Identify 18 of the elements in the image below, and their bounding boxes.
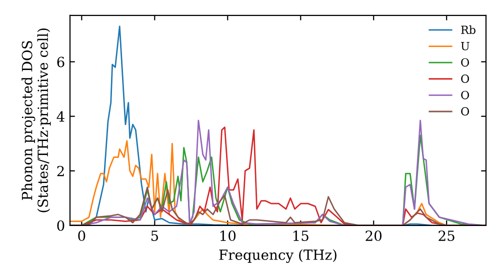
x-tick-label: 25	[438, 230, 454, 242]
x-tick-label: 10	[220, 230, 236, 242]
y-tick-label: 6	[57, 56, 64, 68]
x-tick-label: 0	[78, 230, 86, 242]
x-axis-title: Frequency (THz)	[219, 249, 336, 263]
y-tick-label: 2	[57, 166, 64, 176]
y-tick-label: 0	[57, 220, 64, 231]
x-tick-label: 15	[293, 230, 308, 242]
legend-label: O	[461, 58, 470, 67]
y-axis-title: Phonon projected DOS (States/THz·primitive cell)	[22, 28, 51, 212]
x-tick-label: 20	[366, 230, 382, 242]
y-tick-label: 4	[56, 111, 64, 122]
legend-label: Rb	[461, 25, 476, 34]
legend-label: U	[461, 42, 470, 50]
legend-label: O	[461, 107, 470, 116]
x-tick-label: 5	[151, 230, 158, 242]
legend-label: O	[461, 90, 470, 100]
legend-label: O	[461, 74, 470, 83]
